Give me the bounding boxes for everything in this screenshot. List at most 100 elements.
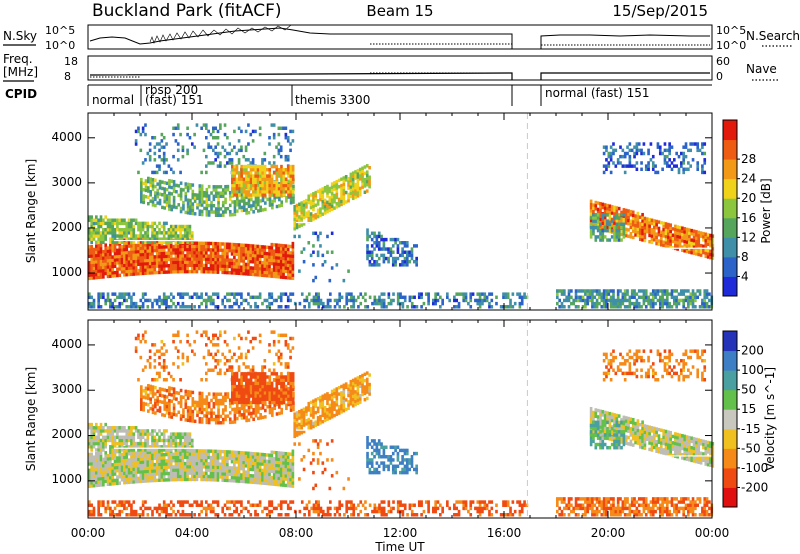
- power-echo-cell: [240, 196, 244, 200]
- power-echo-cell: [704, 238, 708, 243]
- power-echo-cell: [179, 209, 183, 214]
- velocity-echo-cell: [219, 468, 222, 473]
- power-echo-cell: [565, 295, 568, 300]
- power-echo-cell: [277, 295, 281, 300]
- power-echo-cell: [610, 219, 614, 223]
- power-echo-cell: [158, 179, 162, 184]
- power-echo-cell: [270, 180, 274, 185]
- power-echo-cell: [181, 301, 185, 306]
- power-echo-cell: [670, 305, 674, 309]
- power-echo-cell: [258, 126, 262, 130]
- power-echo-cell: [387, 301, 391, 306]
- velocity-echo-cell: [139, 429, 143, 433]
- power-echo-cell: [469, 295, 473, 300]
- power-echo-cell: [209, 270, 213, 274]
- power-echo-cell: [158, 221, 161, 226]
- velocity-echo-cell: [165, 471, 168, 476]
- power-echo-cell: [291, 164, 295, 169]
- power-echo-cell: [158, 251, 161, 256]
- power-echo-cell: [247, 210, 251, 215]
- power-echo-cell: [441, 301, 444, 306]
- power-echo-cell: [364, 292, 367, 296]
- velocity-echo-cell: [104, 429, 108, 433]
- power-echo-cell: [483, 292, 487, 296]
- velocity-echo-cell: [134, 429, 138, 433]
- power-echo-cell: [363, 177, 367, 182]
- power-echo-cell: [358, 192, 362, 197]
- power-echo-cell: [631, 223, 635, 227]
- power-echo-cell: [214, 260, 217, 265]
- power-echo-cell: [111, 224, 115, 229]
- power-echo-cell: [645, 223, 649, 228]
- velocity-echo-cell: [130, 435, 133, 440]
- colorbar-swatch: [723, 217, 737, 238]
- power-echo-cell: [104, 243, 108, 247]
- velocity-echo-cell: [146, 460, 150, 464]
- power-echo-cell: [658, 301, 662, 306]
- velocity-echo-cell: [165, 478, 168, 482]
- power-echo-cell: [626, 164, 629, 168]
- power-echo-cell: [226, 161, 229, 165]
- power-echo-cell: [673, 158, 676, 162]
- power-echo-cell: [102, 237, 105, 241]
- power-echo-cell: [233, 171, 236, 175]
- power-echo-cell: [660, 239, 663, 244]
- power-echo-cell: [176, 126, 180, 130]
- power-echo-cell: [589, 205, 593, 210]
- power-echo-cell: [563, 305, 566, 309]
- power-echo-cell: [694, 292, 697, 296]
- power-echo-cell: [680, 164, 683, 168]
- power-echo-cell: [127, 295, 131, 300]
- power-echo-cell: [273, 183, 276, 188]
- power-echo-cell: [118, 267, 122, 271]
- power-echo-cell: [302, 247, 306, 251]
- power-echo-cell: [694, 305, 697, 309]
- power-echo-cell: [247, 177, 251, 181]
- power-echo-cell: [682, 292, 685, 296]
- power-echo-cell: [242, 246, 246, 251]
- power-echo-cell: [224, 184, 227, 189]
- power-echo-cell: [111, 261, 115, 266]
- power-echo-cell: [97, 253, 100, 258]
- velocity-echo-cell: [132, 470, 136, 475]
- power-echo-cell: [384, 237, 388, 242]
- power-echo-cell: [251, 247, 255, 251]
- velocity-echo-cell: [286, 480, 290, 485]
- power-echo-cell: [160, 224, 164, 229]
- power-echo-cell: [186, 132, 189, 137]
- power-echo-cell: [668, 145, 671, 149]
- power-echo-cell: [271, 193, 274, 197]
- power-echo-cell: [237, 252, 241, 257]
- power-echo-cell: [195, 241, 199, 245]
- power-echo-cell: [662, 234, 665, 238]
- power-echo-cell: [116, 270, 119, 275]
- power-echo-cell: [405, 244, 409, 248]
- power-echo-cell: [252, 180, 255, 185]
- power-echo-cell: [667, 222, 670, 227]
- power-echo-cell: [116, 295, 119, 300]
- power-echo-cell: [207, 241, 210, 246]
- power-echo-cell: [223, 164, 227, 168]
- power-echo-cell: [240, 208, 244, 213]
- power-echo-cell: [268, 193, 272, 197]
- power-echo-cell: [634, 223, 637, 228]
- power-echo-cell: [263, 174, 267, 178]
- power-echo-cell: [272, 243, 276, 247]
- power-echo-cell: [284, 171, 288, 175]
- power-echo-cell: [335, 192, 339, 196]
- power-echo-cell: [319, 244, 322, 248]
- velocity-echo-cell: [99, 467, 103, 471]
- power-echo-cell: [198, 203, 202, 207]
- velocity-echo-cell: [137, 476, 140, 481]
- velocity-echo-cell: [99, 422, 103, 427]
- power-echo-cell: [235, 164, 239, 169]
- power-echo-cell: [111, 264, 115, 269]
- power-echo-cell: [624, 227, 628, 232]
- power-echo-cell: [606, 238, 609, 242]
- power-echo-cell: [630, 295, 634, 300]
- velocity-echo-cell: [256, 455, 260, 460]
- power-echo-cell: [610, 208, 614, 212]
- velocity-echo-cell: [174, 445, 178, 449]
- velocity-echo-cell: [172, 455, 175, 460]
- power-echo-cell: [588, 289, 592, 293]
